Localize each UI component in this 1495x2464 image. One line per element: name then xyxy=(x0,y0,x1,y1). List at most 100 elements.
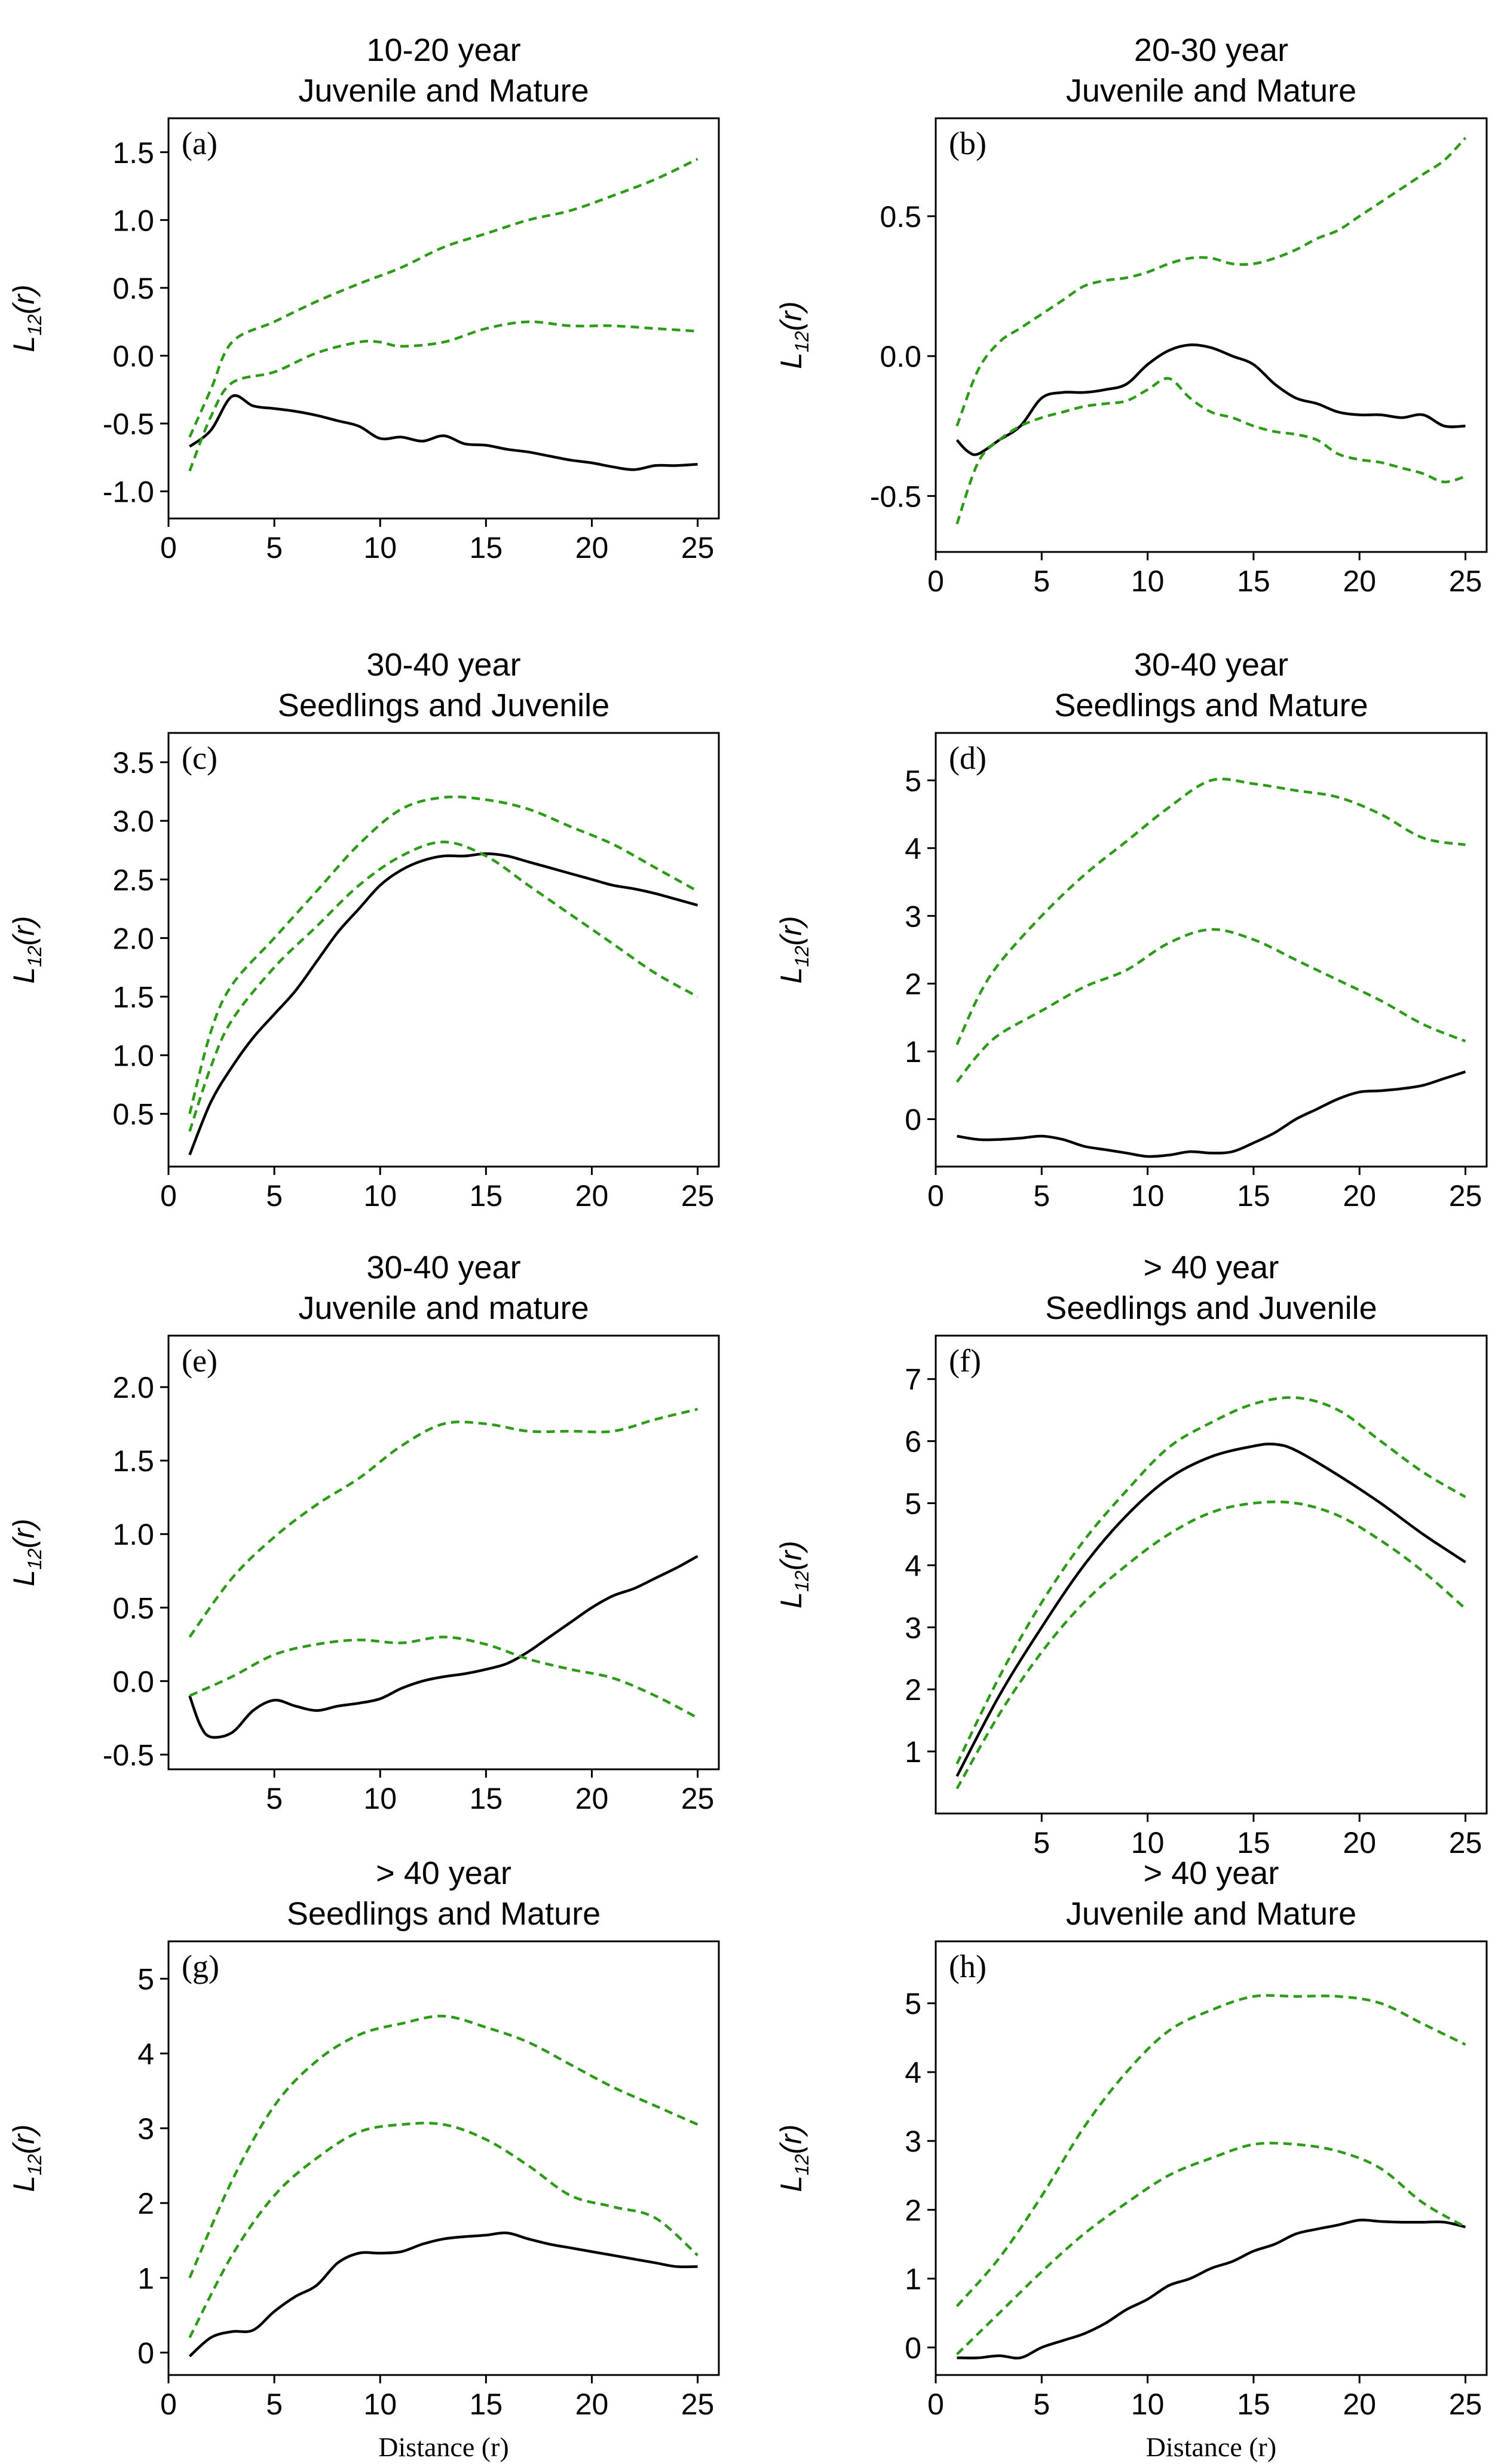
x-tick-label: 10 xyxy=(1131,2388,1165,2421)
x-tick-label: 5 xyxy=(266,531,283,564)
plot-frame xyxy=(167,1334,720,1770)
y-tick-label: -0.5 xyxy=(870,480,921,513)
y-tick-label: 5 xyxy=(905,1987,921,2021)
panel-a: 10-20 year Juvenile and Mature 0 5 10 15 20 25 -… xyxy=(7,32,720,564)
x-tick-label: 10 xyxy=(1131,1179,1165,1213)
x-tick-label: 25 xyxy=(1449,2388,1482,2421)
x-tick-label: 5 xyxy=(1033,1826,1050,1859)
panel-label: (c) xyxy=(182,740,217,776)
y-tick-label: -0.5 xyxy=(103,1738,154,1772)
x-tick-label: 0 xyxy=(927,2388,944,2421)
upper-envelope-line xyxy=(188,1407,699,1638)
y-tick-label: 3 xyxy=(137,2112,154,2146)
y-tick-label: 3 xyxy=(905,900,921,933)
y-tick-label: 1 xyxy=(905,1035,921,1069)
lower-envelope-line xyxy=(188,2122,699,2339)
observed-line xyxy=(189,394,698,471)
plot-area xyxy=(188,795,699,1156)
plot-frame xyxy=(167,117,720,520)
y-tick-label: 7 xyxy=(905,1363,921,1397)
x-tick-label: 20 xyxy=(1343,1179,1376,1213)
panel-b: 20-30 year Juvenile and Mature 0 5 10 15 20 25 -… xyxy=(774,32,1488,598)
y-axis-label: L12(r) xyxy=(7,1518,45,1586)
y-tick-label: -1.0 xyxy=(103,475,154,509)
plot-area xyxy=(955,1994,1466,2359)
y-tick-label: -0.5 xyxy=(103,407,154,441)
y-tick-label: 3 xyxy=(905,2125,921,2158)
upper-envelope-line xyxy=(188,795,699,1115)
x-tick-label: 10 xyxy=(363,531,397,564)
x-tick-label: 10 xyxy=(363,1179,397,1213)
y-tick-label: 0.0 xyxy=(880,340,921,373)
x-tick-label: 5 xyxy=(266,2388,283,2421)
y-axis-label: L12(r) xyxy=(774,916,813,983)
y-tick-label: 2 xyxy=(137,2187,154,2220)
x-tick-label: 10 xyxy=(363,2388,397,2421)
x-tick-label: 25 xyxy=(681,1782,715,1815)
y-tick-label: 3.5 xyxy=(112,746,154,780)
observed-line xyxy=(188,852,699,1156)
x-tick-label: 5 xyxy=(1033,564,1050,598)
observed-line xyxy=(955,343,1466,456)
panel-subtitle: Seedlings and Mature xyxy=(1054,688,1368,723)
y-tick-label: 2 xyxy=(905,1673,921,1707)
plot-frame xyxy=(935,117,1488,553)
y-tick-label: 0.0 xyxy=(112,1665,154,1698)
y-axis-label: L12(r) xyxy=(7,2124,45,2192)
x-tick-label: 20 xyxy=(575,531,609,564)
observed-line xyxy=(957,1070,1466,1158)
x-tick-label: 15 xyxy=(470,1782,503,1815)
plot-frame xyxy=(935,732,1488,1168)
x-tick-label: 0 xyxy=(160,531,177,564)
panel-subtitle: Juvenile and mature xyxy=(298,1290,589,1326)
y-tick-label: 1 xyxy=(137,2262,154,2295)
x-tick-label: 5 xyxy=(266,1179,283,1213)
x-tick-label: 20 xyxy=(575,1179,609,1213)
plot-frame xyxy=(935,1940,1488,2376)
panel-subtitle: Seedlings and Juvenile xyxy=(278,688,609,723)
y-tick-label: 5 xyxy=(905,764,921,797)
y-tick-label: 1.0 xyxy=(112,1518,154,1551)
x-tick-label: 25 xyxy=(681,2388,715,2421)
y-tick-label: 2.0 xyxy=(112,922,154,955)
y-tick-label: 1.0 xyxy=(112,204,154,237)
panel-title: 30-40 year xyxy=(366,1250,520,1285)
y-tick-label: 0.0 xyxy=(112,339,154,373)
panel-c: 30-40 year Seedlings and Juvenile 0 5 10 15 20… xyxy=(7,647,720,1213)
x-tick-label: 5 xyxy=(266,1782,283,1815)
y-tick-label: 1.0 xyxy=(112,1039,154,1073)
plot-area xyxy=(955,777,1466,1158)
upper-envelope-line xyxy=(955,1396,1466,1765)
y-tick-label: 3 xyxy=(905,1611,921,1644)
y-tick-label: 0 xyxy=(905,2331,921,2365)
x-tick-label: 5 xyxy=(1033,1179,1050,1213)
x-axis-label: Distance (r) xyxy=(378,2432,508,2462)
y-tick-label: 3.0 xyxy=(112,805,154,838)
x-tick-label: 0 xyxy=(160,1179,177,1213)
panel-label: (a) xyxy=(182,125,217,161)
x-tick-label: 10 xyxy=(363,1782,397,1815)
y-axis-label: L12(r) xyxy=(7,916,45,983)
plot-frame xyxy=(935,1334,1488,1815)
y-tick-label: 4 xyxy=(905,1549,921,1582)
y-tick-label: 0.5 xyxy=(112,272,154,305)
panel-subtitle: Juvenile and Mature xyxy=(1066,1896,1356,1932)
panel-label: (g) xyxy=(182,1949,219,1984)
upper-envelope-line xyxy=(188,2014,699,2279)
x-axis-label: Distance (r) xyxy=(1146,2432,1276,2462)
panel-title: 10-20 year xyxy=(366,32,520,68)
panel-subtitle: Juvenile and Mature xyxy=(298,73,589,109)
y-tick-label: 2.5 xyxy=(112,863,154,897)
observed-line xyxy=(188,1555,699,1739)
panel-label: (h) xyxy=(949,1949,987,1984)
y-tick-label: 2 xyxy=(905,2193,921,2227)
y-tick-label: 0.5 xyxy=(880,200,921,234)
x-tick-label: 0 xyxy=(160,2388,177,2421)
x-tick-label: 20 xyxy=(575,2388,609,2421)
panel-e: 30-40 year Juvenile and mature 5 10 15 20 25 -0… xyxy=(7,1250,720,1815)
plot-area xyxy=(188,1407,699,1739)
